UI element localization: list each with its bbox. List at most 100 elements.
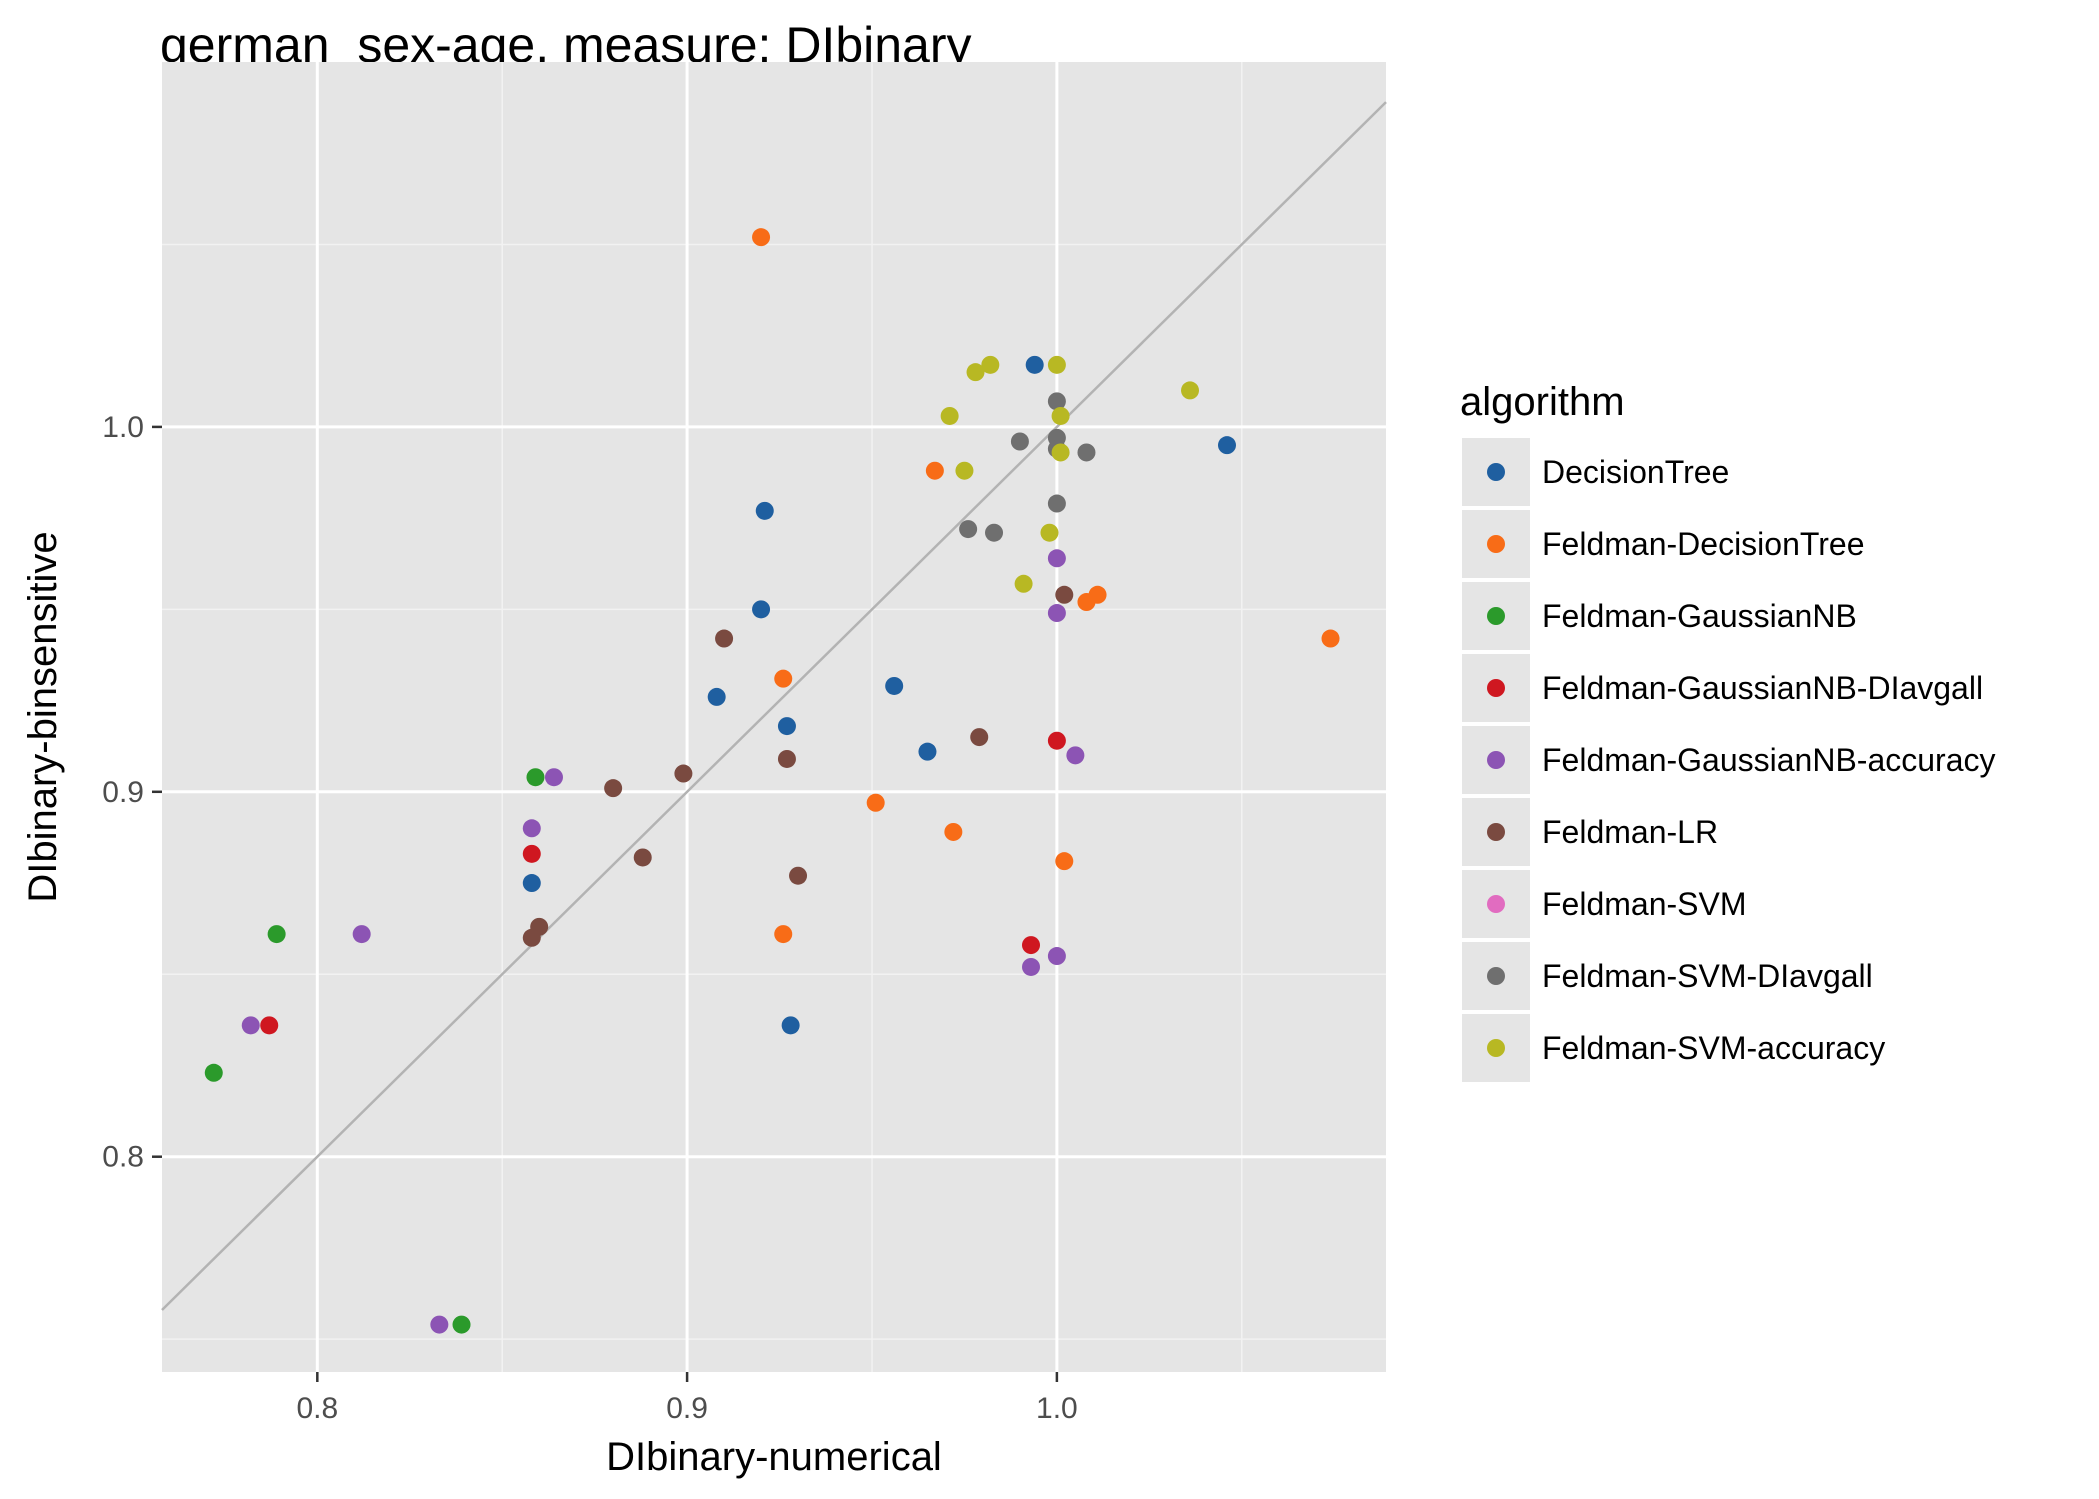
point-feldman-gaussiannb-accuracy (430, 1315, 449, 1334)
point-feldman-lr (789, 866, 808, 885)
legend-item: Feldman-SVM (1462, 870, 1747, 938)
legend-label: Feldman-GaussianNB (1542, 598, 1857, 634)
point-feldman-svm-diavgall (985, 523, 1004, 542)
point-feldman-gaussiannb-diavgall (522, 844, 541, 863)
point-feldman-gaussiannb-accuracy (1047, 947, 1066, 966)
legend-marker (1487, 1039, 1505, 1057)
point-feldman-gaussiannb-accuracy (522, 819, 541, 838)
point-feldman-decisiontree (1321, 629, 1340, 648)
point-feldman-gaussiannb (526, 768, 545, 787)
point-feldman-gaussiannb-accuracy (544, 768, 563, 787)
point-feldman-gaussiannb-accuracy (352, 925, 371, 944)
legend-label: Feldman-SVM-accuracy (1542, 1030, 1885, 1066)
point-feldman-lr (1055, 585, 1074, 604)
legend-marker (1487, 823, 1505, 841)
legend-item: Feldman-GaussianNB-accuracy (1462, 726, 1996, 794)
point-feldman-decisiontree (925, 461, 944, 480)
legend-item: Feldman-SVM-accuracy (1462, 1014, 1885, 1082)
point-feldman-svm-accuracy (1051, 443, 1070, 462)
legend: algorithm DecisionTree Feldman-DecisionTr… (1460, 380, 1996, 1082)
point-feldman-decisiontree (944, 822, 963, 841)
y-tick-label: 1.0 (102, 411, 144, 444)
legend-item: Feldman-GaussianNB (1462, 582, 1857, 650)
point-feldman-decisiontree (866, 793, 885, 812)
legend-label: Feldman-SVM-DIavgall (1542, 958, 1873, 994)
point-decisiontree (1025, 355, 1044, 374)
data-points (204, 228, 1340, 1334)
legend-label: DecisionTree (1542, 454, 1729, 490)
point-decisiontree (522, 874, 541, 893)
point-feldman-gaussiannb (204, 1063, 223, 1082)
point-feldman-lr (522, 928, 541, 947)
point-feldman-decisiontree (774, 669, 793, 688)
point-feldman-lr (674, 764, 693, 783)
legend-item: Feldman-LR (1462, 798, 1718, 866)
legend-label: Feldman-DecisionTree (1542, 526, 1864, 562)
legend-marker (1487, 463, 1505, 481)
point-feldman-gaussiannb (452, 1315, 471, 1334)
legend-title: algorithm (1460, 380, 1625, 424)
legend-item: Feldman-GaussianNB-DIavgall (1462, 654, 1983, 722)
point-feldman-gaussiannb-accuracy (1047, 604, 1066, 623)
point-feldman-gaussiannb-accuracy (1066, 746, 1085, 765)
legend-label: Feldman-GaussianNB-DIavgall (1542, 670, 1983, 706)
y-axis-title: DIbinary-binsensitive (21, 531, 65, 902)
x-tick-label: 1.0 (1036, 1392, 1078, 1425)
point-feldman-svm-diavgall (959, 520, 978, 539)
point-feldman-decisiontree (774, 925, 793, 944)
legend-label: Feldman-SVM (1542, 886, 1747, 922)
point-feldman-svm-accuracy (1040, 523, 1059, 542)
legend-marker (1487, 751, 1505, 769)
legend-marker (1487, 535, 1505, 553)
point-feldman-svm-diavgall (1047, 494, 1066, 513)
point-feldman-svm-accuracy (955, 461, 974, 480)
legend-label: Feldman-LR (1542, 814, 1718, 850)
point-feldman-svm-accuracy (940, 406, 959, 425)
point-feldman-lr (777, 749, 796, 768)
point-feldman-lr (715, 629, 734, 648)
point-decisiontree (1217, 436, 1236, 455)
point-feldman-gaussiannb-diavgall (1022, 936, 1041, 955)
y-axis-ticks: 0.8 0.9 1.0 (102, 411, 162, 1174)
point-feldman-gaussiannb (267, 925, 286, 944)
plot-panel (162, 62, 1386, 1372)
y-tick-label: 0.8 (102, 1141, 144, 1174)
point-decisiontree (885, 676, 904, 695)
point-feldman-lr (604, 779, 623, 798)
point-feldman-svm-accuracy (981, 355, 1000, 374)
point-feldman-gaussiannb-diavgall (260, 1016, 279, 1035)
point-feldman-gaussiannb-accuracy (1047, 549, 1066, 568)
legend-item: Feldman-SVM-DIavgall (1462, 942, 1873, 1010)
point-feldman-svm-diavgall (1077, 443, 1096, 462)
point-feldman-gaussiannb-accuracy (1022, 957, 1041, 976)
legend-label: Feldman-GaussianNB-accuracy (1542, 742, 1996, 778)
point-decisiontree (752, 600, 771, 619)
point-feldman-svm-accuracy (966, 363, 985, 382)
point-feldman-svm-accuracy (1014, 574, 1033, 593)
legend-items: DecisionTree Feldman-DecisionTree Feldman-… (1462, 438, 1996, 1082)
legend-marker (1487, 895, 1505, 913)
point-decisiontree (755, 501, 774, 520)
point-feldman-svm-diavgall (1010, 432, 1029, 451)
point-decisiontree (777, 717, 796, 736)
point-feldman-svm-accuracy (1181, 381, 1200, 400)
point-decisiontree (918, 742, 937, 761)
minor-gridlines (162, 62, 1386, 1372)
point-feldman-decisiontree (752, 228, 771, 247)
point-feldman-gaussiannb-diavgall (1047, 731, 1066, 750)
y-tick-label: 0.9 (102, 776, 144, 809)
major-gridlines (162, 62, 1386, 1372)
point-feldman-lr (633, 848, 652, 867)
legend-item: Feldman-DecisionTree (1462, 510, 1864, 578)
point-feldman-svm-accuracy (1051, 406, 1070, 425)
point-feldman-decisiontree (1055, 852, 1074, 871)
legend-item: DecisionTree (1462, 438, 1729, 506)
x-tick-label: 0.9 (666, 1392, 708, 1425)
point-decisiontree (781, 1016, 800, 1035)
legend-marker (1487, 967, 1505, 985)
x-tick-label: 0.8 (296, 1392, 338, 1425)
point-decisiontree (707, 687, 726, 706)
legend-marker (1487, 679, 1505, 697)
x-axis-ticks: 0.8 0.9 1.0 (296, 1372, 1078, 1425)
